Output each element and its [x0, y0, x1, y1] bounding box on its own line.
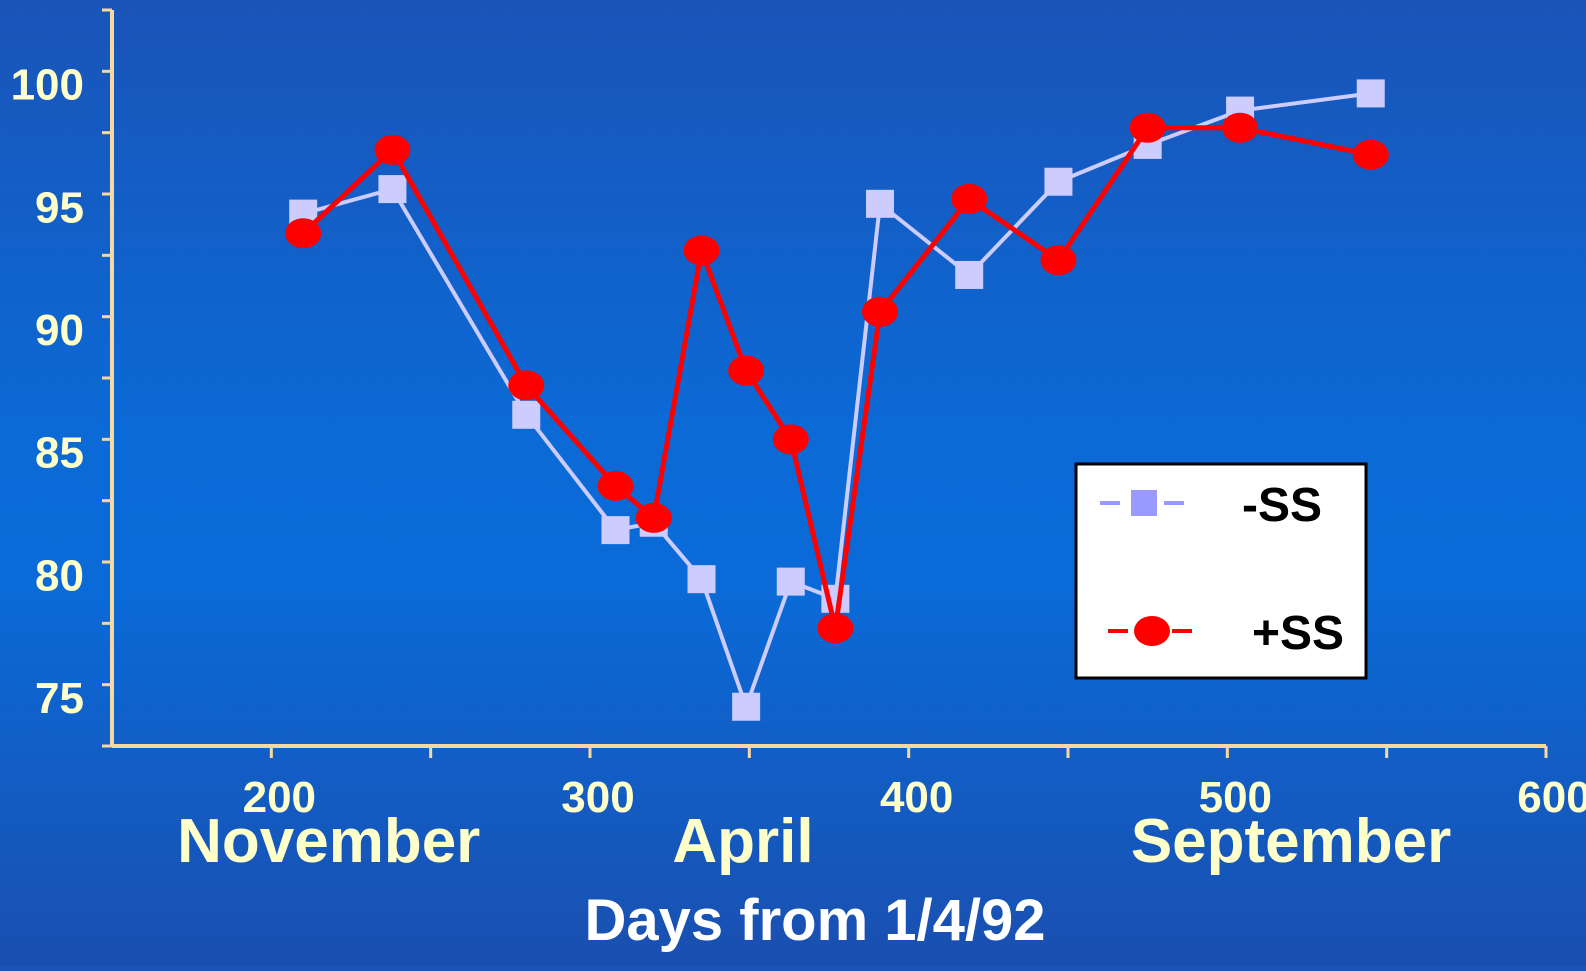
- legend-label: +SS: [1252, 607, 1344, 660]
- legend-marker-circle: [1134, 616, 1170, 646]
- month-label: November: [177, 807, 480, 876]
- series-layer: [285, 79, 1389, 721]
- data-point-circle: [1352, 139, 1389, 170]
- y-tick-label: 100: [11, 61, 84, 110]
- data-point-circle: [1129, 112, 1166, 143]
- data-point-square: [1356, 79, 1385, 108]
- month-label: April: [672, 807, 813, 876]
- data-point-circle: [817, 613, 854, 644]
- x-tick-label: 600: [1517, 773, 1586, 822]
- x-tick-label: 300: [561, 773, 634, 822]
- data-point-square: [512, 400, 541, 429]
- data-point-circle: [374, 134, 411, 165]
- data-point-circle: [728, 355, 765, 386]
- data-point-circle: [597, 470, 634, 501]
- y-tick-label: 85: [35, 429, 84, 478]
- data-point-circle: [508, 370, 545, 401]
- data-point-circle: [1222, 112, 1259, 143]
- legend-box: [1074, 462, 1368, 680]
- data-point-square: [865, 189, 894, 218]
- y-tick-label: 75: [35, 674, 84, 723]
- data-point-square: [776, 567, 805, 596]
- y-tick-label: 95: [35, 183, 84, 232]
- legend: -SS +SS: [1074, 462, 1368, 680]
- data-point-square: [955, 260, 984, 289]
- axes: 75 80 85 90 95 100 200 300 400 500 600 November Apri…: [11, 8, 1586, 876]
- data-point-square: [378, 175, 407, 204]
- data-point-circle: [861, 296, 898, 327]
- data-point-circle: [285, 218, 322, 249]
- data-point-square: [601, 516, 630, 545]
- data-point-square: [687, 565, 716, 594]
- x-tick-label: 200: [243, 773, 316, 822]
- y-tick-label: 80: [35, 551, 84, 600]
- x-axis-label: Days from 1/4/92: [584, 888, 1045, 953]
- data-point-circle: [683, 235, 720, 266]
- month-label: September: [1131, 807, 1451, 876]
- legend-label: -SS: [1242, 479, 1322, 532]
- x-tick-label: 400: [880, 773, 953, 822]
- series-plus-ss: [285, 112, 1389, 644]
- data-point-square: [1044, 167, 1073, 196]
- y-tick-label: 90: [35, 306, 84, 355]
- x-tick-label: 500: [1199, 773, 1272, 822]
- data-point-circle: [635, 502, 672, 533]
- legend-marker-square: [1131, 490, 1157, 516]
- data-point-circle: [951, 183, 988, 214]
- data-point-circle: [1040, 245, 1077, 276]
- data-point-square: [732, 692, 761, 721]
- data-point-circle: [772, 424, 809, 455]
